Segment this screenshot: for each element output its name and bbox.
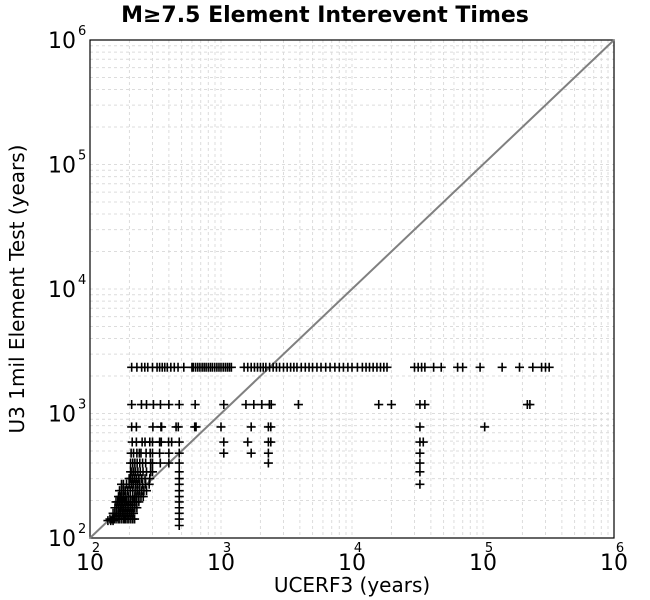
data-point [246,422,256,432]
data-point [374,400,384,410]
data-point [249,400,259,410]
plot-area-frame [89,39,615,539]
data-point [164,400,174,410]
x-tick-base: 10 [338,551,366,576]
data-point [179,362,189,372]
y-tick-base: 10 [48,154,76,179]
data-point [263,458,273,468]
data-point [219,448,229,458]
data-point [132,503,142,513]
data-point [415,448,425,458]
x-tick-exponent: 3 [223,541,231,556]
data-point [415,479,425,489]
data-point [386,400,396,410]
data-point [190,400,200,410]
data-point [174,437,184,447]
data-point [436,362,446,372]
y-tick-exponent: 5 [78,149,86,164]
data-point [155,458,165,468]
y-tick-exponent: 3 [78,398,86,413]
data-point [415,467,425,477]
data-point [127,400,137,410]
x-tick-base: 10 [76,551,104,576]
data-point [144,479,154,489]
y-tick-base: 10 [48,403,76,428]
grid [89,40,614,539]
x-tick-exponent: 5 [485,541,493,556]
data-point [544,362,554,372]
data-point [418,437,428,447]
scatter-points [103,362,554,531]
y-tick-base: 10 [48,29,76,54]
data-point [458,362,468,372]
data-point [246,448,256,458]
data-point [497,362,507,372]
data-point [219,400,229,410]
data-point [173,422,183,432]
data-point [257,400,267,410]
data-point [382,362,392,372]
data-point [174,400,184,410]
data-point [191,422,201,432]
x-tick-exponent: 4 [354,541,362,556]
data-point [148,467,158,477]
data-point [174,458,184,468]
data-point [164,458,174,468]
data-point [515,362,525,372]
data-point [429,362,439,372]
x-tick-exponent: 2 [92,541,100,556]
data-point [243,437,253,447]
data-point [134,497,144,507]
data-point [241,400,251,410]
data-point [266,422,276,432]
x-tick-base: 10 [469,551,497,576]
data-point [142,486,152,496]
data-point [226,362,236,372]
x-tick-base: 10 [600,551,628,576]
y-tick-base: 10 [48,278,76,303]
reference-line [89,39,615,539]
data-point [420,400,430,410]
data-point [148,422,158,432]
x-tick-exponent: 6 [616,541,624,556]
y-tick-exponent: 2 [78,522,86,537]
data-point [157,422,167,432]
data-point [263,448,273,458]
data-point [174,448,184,458]
data-point [138,492,148,502]
x-tick-base: 10 [207,551,235,576]
data-point [415,422,425,432]
y-axis-label: U3 1mil Element Test (years) [5,145,29,434]
data-point [266,400,276,410]
data-point [266,437,276,447]
data-point [167,437,177,447]
data-point [480,422,490,432]
data-point [148,458,158,468]
data-point [155,400,165,410]
data-point [131,422,141,432]
y-tick-exponent: 4 [78,273,86,288]
x-axis-label: UCERF3 (years) [274,573,430,597]
data-point [420,362,430,372]
y-tick-exponent: 6 [78,24,86,39]
data-point [528,362,538,372]
data-point [415,458,425,468]
data-point [219,437,229,447]
data-point [174,521,184,531]
data-point [155,448,165,458]
data-point [108,516,118,526]
data-point [525,400,535,410]
data-point [216,422,226,432]
data-point [293,400,303,410]
chart-title: M≥7.5 Element Interevent Times [121,3,529,28]
y-tick-base: 10 [48,527,76,552]
data-point [164,448,174,458]
data-point [475,362,485,372]
data-point [130,514,140,524]
